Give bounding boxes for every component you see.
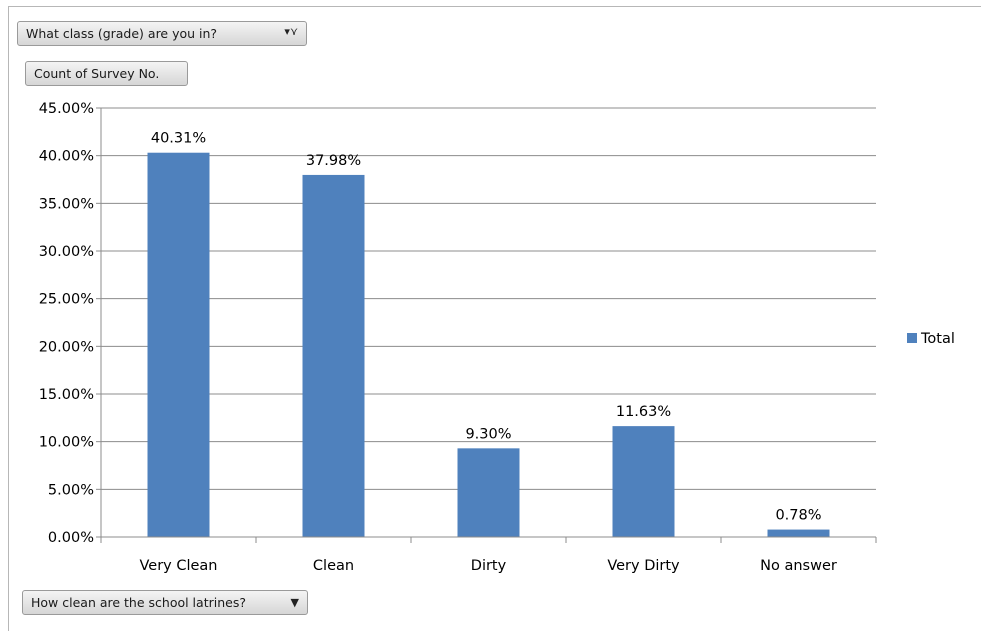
dropdown-arrow-icon[interactable]: ▼ xyxy=(290,596,299,609)
y-tick-label: 40.00% xyxy=(39,149,94,165)
bar-clean xyxy=(302,174,365,537)
data-label: 9.30% xyxy=(465,426,511,442)
data-label: 40.31% xyxy=(151,131,206,147)
y-tick-label: 30.00% xyxy=(39,244,94,260)
report-filter-label: What class (grade) are you in? xyxy=(26,26,218,41)
bar-very-dirty xyxy=(612,426,675,537)
x-tick-label: Very Dirty xyxy=(607,558,680,574)
y-tick-label: 5.00% xyxy=(48,482,94,498)
chart-frame xyxy=(8,6,981,631)
bar-no-answer xyxy=(767,529,830,537)
y-tick-label: 35.00% xyxy=(39,196,94,212)
y-tick-label: 45.00% xyxy=(39,101,94,117)
x-tick-label: No answer xyxy=(760,558,837,574)
bar-dirty xyxy=(457,448,520,537)
data-label: 11.63% xyxy=(616,404,671,420)
x-tick-label: Dirty xyxy=(471,558,507,574)
legend-label: Total xyxy=(920,331,955,347)
y-tick-label: 0.00% xyxy=(48,530,94,546)
axis-field-button[interactable]: How clean are the school latrines? ▼ xyxy=(22,590,308,615)
data-label: 37.98% xyxy=(306,153,361,169)
bar-very-clean xyxy=(147,152,210,537)
y-tick-label: 25.00% xyxy=(39,292,94,308)
y-tick-label: 10.00% xyxy=(39,435,94,451)
value-field-button[interactable]: Count of Survey No. xyxy=(25,61,188,86)
x-tick-label: Very Clean xyxy=(139,558,217,574)
report-filter-button[interactable]: What class (grade) are you in? ▾⋎ xyxy=(17,21,307,46)
legend-swatch xyxy=(907,333,917,343)
filter-dropdown-icon[interactable]: ▾⋎ xyxy=(284,25,298,38)
x-tick-label: Clean xyxy=(313,558,354,574)
value-field-label: Count of Survey No. xyxy=(34,66,160,81)
data-label: 0.78% xyxy=(775,508,821,524)
y-tick-label: 15.00% xyxy=(39,387,94,403)
y-tick-label: 20.00% xyxy=(39,339,94,355)
axis-field-label: How clean are the school latrines? xyxy=(31,595,246,610)
